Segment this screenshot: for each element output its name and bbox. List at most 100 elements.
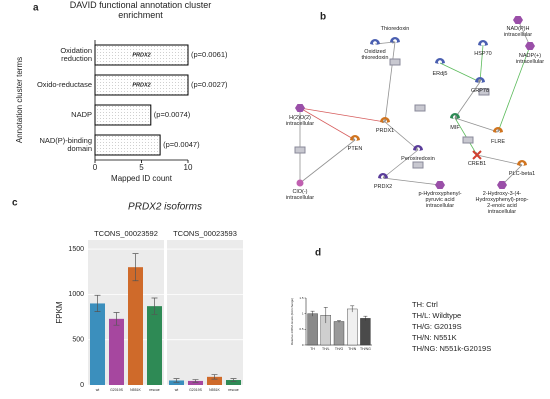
node-icon <box>296 179 304 187</box>
node-label-box: HSP70 <box>474 51 492 57</box>
node-label-box: PRDX1 <box>375 128 395 134</box>
node-label: GRP78 <box>470 88 490 94</box>
error-bar <box>350 305 355 313</box>
y-tick-label-box: NADP <box>71 110 92 118</box>
facet-label: TCONS_00023592 <box>94 229 158 238</box>
node-label-box: FLRE <box>491 139 505 145</box>
node-icon <box>513 16 523 24</box>
node-label: PLC-beta1 <box>508 171 536 177</box>
error-bar <box>323 307 328 324</box>
bar <box>128 267 143 385</box>
x-tick-label: wt <box>175 388 179 392</box>
y-tick-label: 0 <box>302 343 304 347</box>
annotation: (p=0.0074) <box>154 110 191 119</box>
error-bar <box>192 379 199 383</box>
x-tick-label: wt <box>96 388 100 392</box>
y-tick-label: NAD(P)-binding domain <box>39 135 92 153</box>
annotation: (p=0.0061) <box>191 50 228 59</box>
node-label-box: Peroxiredoxin <box>401 156 435 162</box>
node-icon <box>378 173 388 179</box>
x-axis-label: Mapped ID count <box>111 174 173 183</box>
bar <box>188 380 203 385</box>
node-label-box: GRP78 <box>470 88 490 94</box>
panel-background <box>167 240 243 385</box>
node-icon <box>472 150 482 160</box>
bar <box>226 380 241 385</box>
node-label: PRDX1 <box>375 128 395 134</box>
node-label: H(2)O(2) intracellular <box>285 115 315 128</box>
node-label-box: H(2)O(2) intracellular <box>285 115 315 128</box>
node-label-box: p-Hydroxyphenyl-pyruvic acid intracellul… <box>418 191 461 209</box>
node-label: CREB1 <box>467 161 487 167</box>
edge <box>476 154 523 166</box>
edge <box>299 107 356 141</box>
error-bar <box>132 253 139 282</box>
x-tick-label: 10 <box>184 163 193 172</box>
facet-label: TCONS_00023593 <box>173 229 237 238</box>
y-tick-label: 0.5 <box>299 327 304 331</box>
annotation: (p=0.0047) <box>163 140 200 149</box>
legend-text: TH/L: Wildtype <box>412 311 461 320</box>
node-label-box: ERdj5 <box>432 71 448 77</box>
x-tick-label: N551K <box>130 388 141 392</box>
legend-text: TH/G: G2019S <box>412 322 462 331</box>
error-bar <box>211 374 218 380</box>
complex-box <box>389 58 401 66</box>
node-label-box: NADP(+) intracellular <box>515 53 545 66</box>
node-label-box: MIF <box>450 125 460 131</box>
node-label-box: CREB1 <box>467 161 487 167</box>
node-label: HSP70 <box>474 51 492 57</box>
y-tick-label: 1500 <box>68 246 84 253</box>
error-bar <box>363 315 368 321</box>
node-label-box: PTEN <box>347 146 363 152</box>
y-axis-label: Annotation cluster terms <box>15 57 24 143</box>
bar-label: PRDX2 <box>132 82 150 88</box>
node-icon <box>478 40 488 46</box>
edge <box>497 45 531 133</box>
panel-label: b <box>320 12 326 23</box>
bar <box>360 318 371 346</box>
node-label: NADP(+) intracellular <box>515 53 545 66</box>
node-icon <box>497 181 507 189</box>
x-tick-label: rescue <box>149 388 160 392</box>
bar-label: PRDX2 <box>132 52 150 58</box>
node-icon <box>413 145 423 151</box>
edge <box>454 81 481 119</box>
node-icon <box>435 181 445 189</box>
panel-label: d <box>315 248 321 259</box>
node-icon <box>295 104 305 112</box>
y-tick-label-box: Oxidation reduction <box>60 45 92 63</box>
bar <box>333 321 345 346</box>
edge <box>454 117 499 133</box>
node-label: MIF <box>450 125 460 131</box>
complex-box <box>462 136 474 144</box>
node-label: Thioredoxin <box>380 26 410 32</box>
node-icon <box>493 127 503 133</box>
bar <box>109 318 124 385</box>
y-tick-label: Oxidation reduction <box>60 45 92 63</box>
x-tick-label: TH/NG <box>360 347 371 351</box>
node-label: Peroxiredoxin <box>401 156 435 162</box>
node-label: ERdj5 <box>432 71 448 77</box>
complex-box <box>412 161 424 169</box>
bar <box>90 303 105 385</box>
bar <box>169 380 184 385</box>
error-bar <box>337 320 341 323</box>
node-label: PTEN <box>347 146 363 152</box>
error-bar <box>113 312 120 326</box>
edge <box>383 41 396 123</box>
complex-box <box>414 104 426 112</box>
node-icon <box>380 117 390 123</box>
error-bar <box>310 310 315 317</box>
x-tick-label: 0 <box>93 163 98 172</box>
node-label-box: PLC-beta1 <box>508 171 536 177</box>
y-axis-label: Relative mRNA levels (fold change) <box>290 298 294 345</box>
y-tick-label: 1 <box>302 311 304 315</box>
edge <box>299 107 386 124</box>
bar <box>347 308 358 346</box>
bar <box>94 44 189 66</box>
edge <box>501 164 523 186</box>
y-tick-label: 0 <box>80 382 84 389</box>
chart-title: DAVID functional annotation cluster enri… <box>69 1 212 20</box>
